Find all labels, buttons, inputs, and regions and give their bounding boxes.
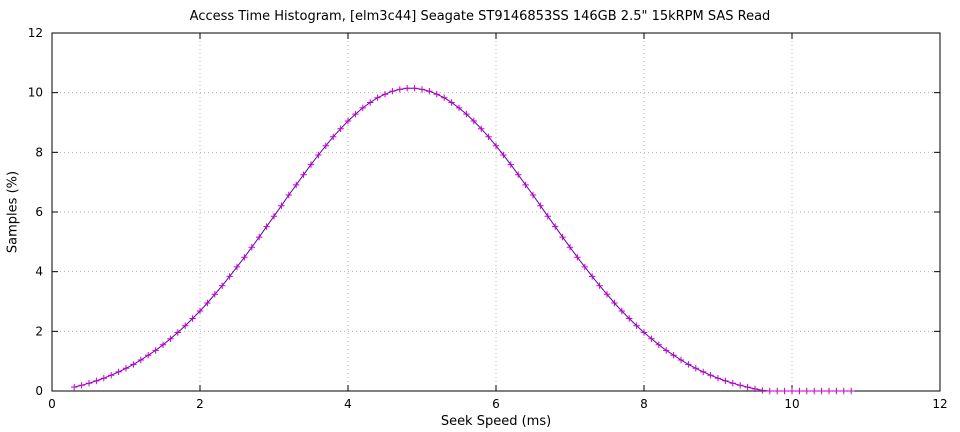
x-tick-label: 8 — [640, 397, 648, 411]
x-tick-label: 6 — [492, 397, 500, 411]
chart-title: Access Time Histogram, [elm3c44] Seagate… — [189, 9, 771, 24]
y-tick-label: 12 — [28, 26, 43, 40]
data-line — [74, 87, 852, 392]
y-tick-label: 4 — [35, 265, 43, 279]
y-tick-label: 6 — [35, 205, 43, 219]
x-tick-label: 0 — [48, 397, 56, 411]
x-tick-label: 12 — [932, 397, 947, 411]
y-tick-label: 0 — [35, 384, 43, 398]
data-point-markers — [71, 85, 855, 395]
x-tick-label: 2 — [196, 397, 204, 411]
x-tick-label: 10 — [784, 397, 799, 411]
x-tick-label: 4 — [344, 397, 352, 411]
y-tick-label: 10 — [28, 86, 43, 100]
y-tick-label: 2 — [35, 324, 43, 338]
x-axis-label: Seek Speed (ms) — [440, 414, 552, 429]
y-tick-label: 8 — [35, 145, 43, 159]
